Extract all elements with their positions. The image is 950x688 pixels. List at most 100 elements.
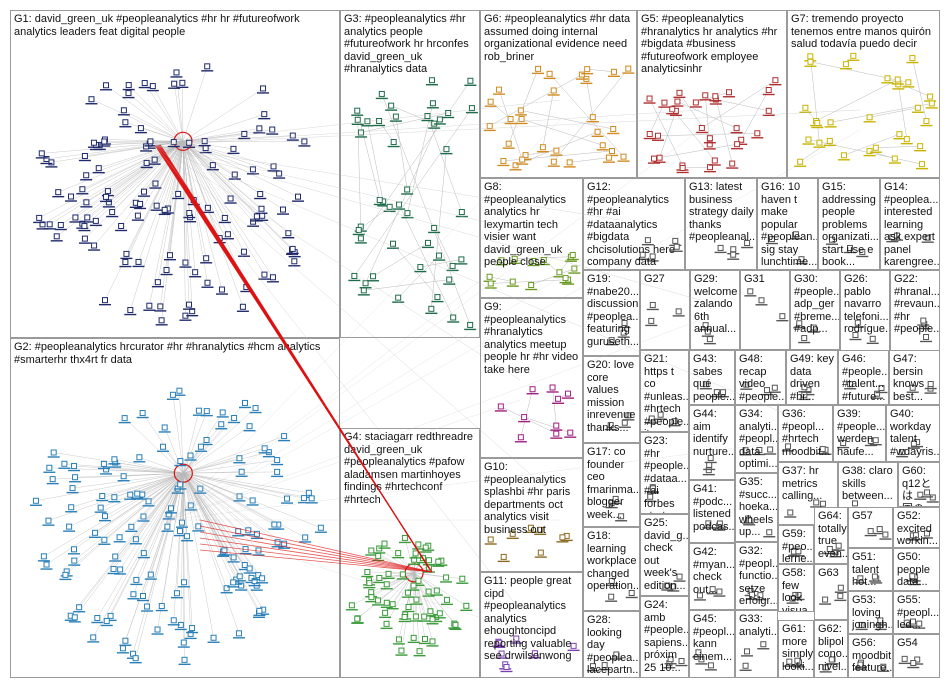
node-G2-5	[187, 630, 194, 637]
node-G2-117	[259, 575, 266, 582]
node-G4-55	[395, 636, 402, 643]
edge-G9-7	[524, 416, 571, 433]
node-G9-8	[517, 434, 524, 441]
edge-G2-85	[183, 473, 278, 543]
node-G2-26	[71, 614, 78, 621]
node-G54-2	[901, 655, 908, 662]
node-G3-1	[431, 224, 438, 231]
group-label-G44: G44: aim identify nurture...	[693, 408, 735, 458]
node-G1-118	[118, 222, 125, 229]
node-G58-1	[789, 595, 796, 602]
edge-G2-123	[183, 473, 234, 583]
node-G3-31	[357, 235, 364, 242]
node-G1-76	[203, 255, 210, 262]
node-G2-115	[134, 490, 141, 497]
edge-G7-11	[810, 56, 820, 143]
edge-G3-13	[357, 119, 362, 227]
group-panel-G33: G33: analyti...	[735, 610, 778, 678]
node-G31-0	[747, 288, 754, 295]
node-G3-3	[468, 105, 475, 112]
node-G1-16	[239, 303, 246, 310]
node-G2-130	[117, 566, 124, 573]
node-G6-26	[507, 116, 514, 123]
node-G7-5	[928, 100, 935, 107]
node-G3-38	[360, 287, 367, 294]
group-nodes-G50	[906, 573, 921, 586]
group-panel-G29: G29: welcome zalando 6th annual...	[690, 270, 740, 350]
node-G1-102	[270, 163, 277, 170]
group-label-G61: G61: more simply looki...	[782, 623, 814, 673]
node-G55-1	[910, 618, 917, 625]
node-G2-11	[50, 449, 57, 456]
node-G2-119	[139, 410, 146, 417]
node-G29-1	[706, 336, 713, 343]
group-label-G27: G27	[644, 273, 665, 285]
node-G5-1	[674, 98, 681, 105]
node-G1-112	[102, 193, 109, 200]
node-G10-2	[500, 553, 507, 560]
node-G2-2	[97, 504, 104, 511]
node-G5-22	[676, 89, 683, 96]
node-G3-26	[417, 264, 424, 271]
group-panel-G62: G62: blipol cono... nivel...	[814, 620, 848, 678]
node-G31-2	[758, 297, 765, 304]
node-G6-21	[486, 122, 493, 129]
node-G26-0	[852, 331, 859, 338]
node-G7-24	[872, 144, 879, 151]
node-G1-61	[154, 279, 161, 286]
group-label-G64: G64: totally true even...	[818, 510, 848, 560]
group-label-G35: G35: #succ... hoeka... wheels up...	[739, 476, 778, 538]
node-G3-41	[429, 100, 436, 107]
node-G1-114	[161, 206, 168, 213]
group-nodes-G18	[605, 577, 638, 602]
node-G4-34	[399, 571, 406, 578]
group-label-G32: G32: #peopl... functio... setze erfolgr.…	[739, 545, 778, 607]
node-G3-14	[386, 203, 393, 210]
node-G56-2	[880, 663, 887, 670]
node-G52-0	[923, 530, 930, 537]
node-G4-47	[401, 534, 408, 541]
group-label-G45: G45: #peopl... kann einem...	[693, 613, 735, 663]
node-G2-82	[110, 565, 117, 572]
node-G2-19	[130, 591, 137, 598]
node-G7-1	[927, 93, 934, 100]
node-G10-6	[559, 534, 566, 541]
node-G9-0	[553, 422, 560, 429]
node-G2-56	[127, 491, 134, 498]
node-G2-24	[103, 466, 110, 473]
node-G7-26	[802, 104, 809, 111]
node-G1-31	[81, 223, 88, 230]
node-G1-1	[224, 231, 231, 238]
node-G25-2	[670, 583, 677, 590]
node-G11-0	[498, 650, 505, 657]
node-G4-42	[425, 557, 432, 564]
node-G7-7	[909, 55, 916, 62]
node-G22-2	[923, 333, 930, 340]
group-panel-G59: G59: #peo... lerne... #alg...	[778, 525, 814, 564]
node-G2-94	[236, 455, 243, 462]
node-G2-39	[111, 494, 118, 501]
group-label-G38: G38: claro skills between...	[842, 465, 893, 502]
group-label-G62: G62: blipol cono... nivel...	[818, 623, 848, 673]
node-G42-2	[716, 588, 723, 595]
group-nodes-G63	[819, 584, 847, 605]
group-panel-G30: G30: #people... adp_ger #breme... #adp..…	[790, 270, 840, 350]
node-G10-7	[487, 536, 494, 543]
group-label-G51: G51: talent hot...	[852, 551, 879, 588]
node-G10-4	[537, 526, 544, 533]
group-label-G34: G34: analyti... #peopl... data optimi...	[739, 408, 778, 470]
node-G1-25	[179, 79, 186, 86]
node-G2-71	[94, 615, 101, 622]
node-G3-17	[396, 201, 403, 208]
node-G4-52	[375, 597, 382, 604]
node-G1-107	[101, 138, 108, 145]
node-G1-41	[135, 258, 142, 265]
node-G2-122	[168, 505, 175, 512]
node-G5-26	[654, 132, 661, 139]
group-nodes-G40	[896, 439, 924, 458]
node-G39-1	[840, 440, 847, 447]
node-G6-7	[550, 87, 557, 94]
node-G1-50	[261, 271, 268, 278]
node-G1-53	[141, 80, 148, 87]
group-label-G2: G2: #peopleanalytics hrcurator #hr #hran…	[14, 341, 321, 366]
